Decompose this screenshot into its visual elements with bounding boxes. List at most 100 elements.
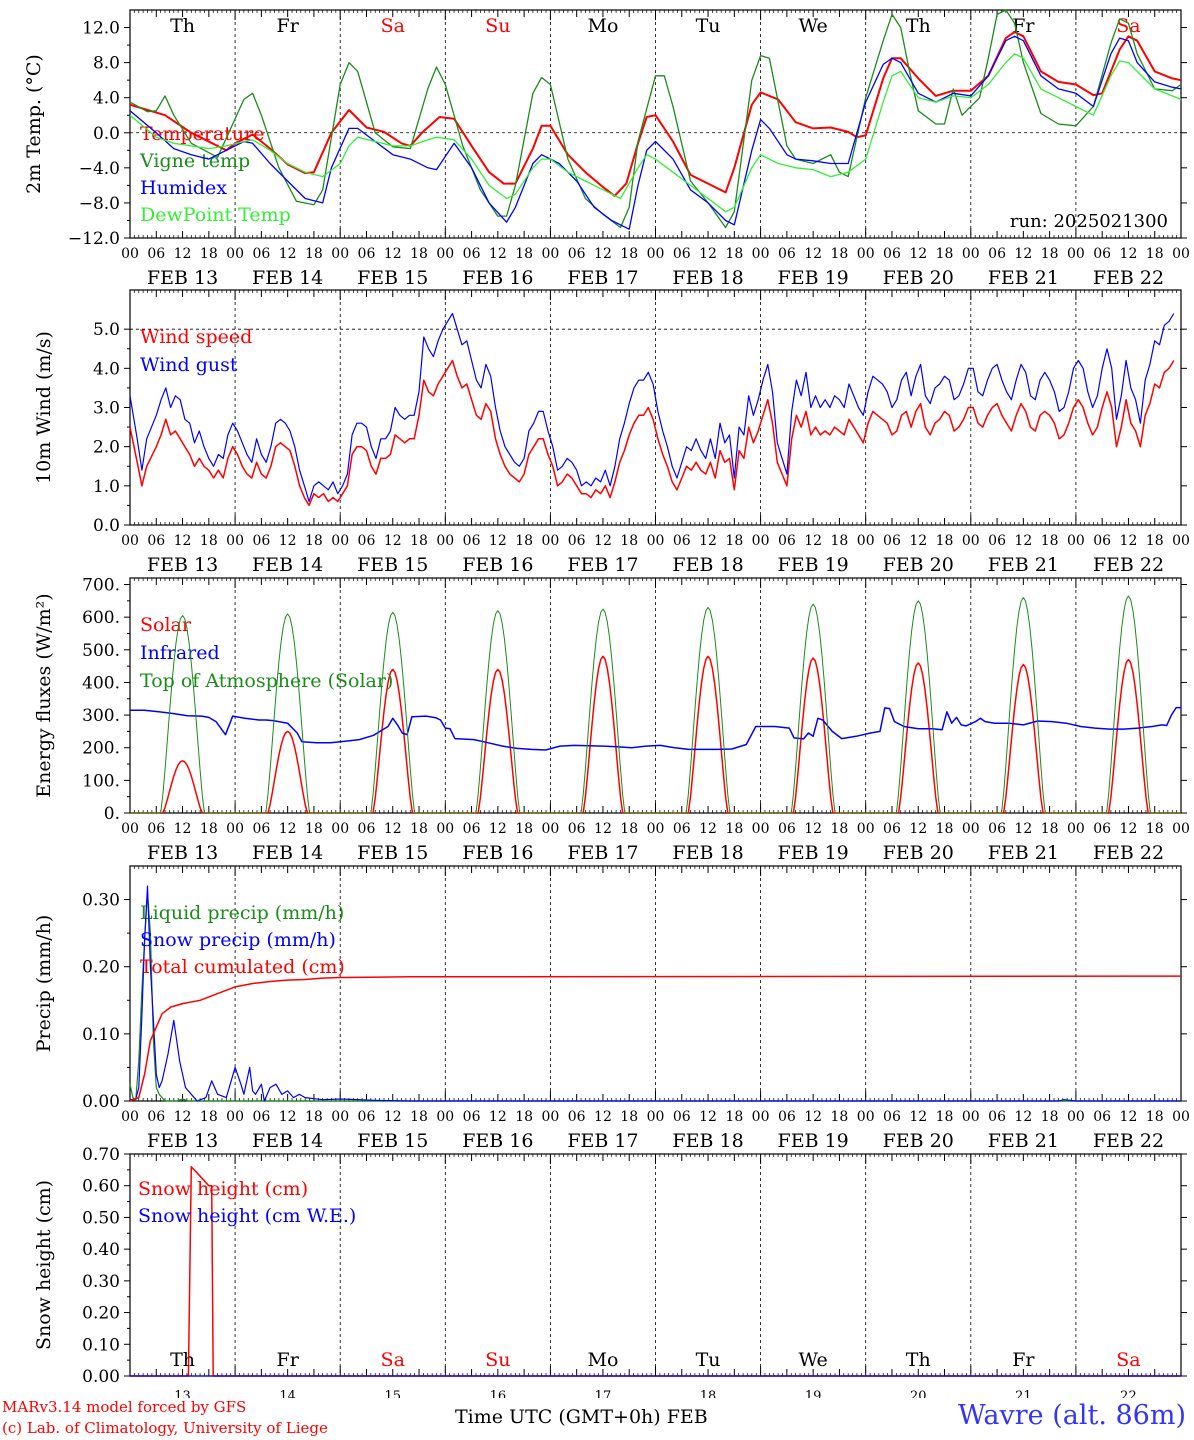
hour-label: 12	[174, 1109, 192, 1125]
day-number-label: 15	[384, 1389, 401, 1398]
hour-label: 18	[936, 1109, 954, 1125]
hour-label: 06	[778, 1109, 796, 1125]
hour-label: 00	[226, 246, 244, 262]
hour-label: 00	[1067, 1109, 1085, 1125]
hour-label: 12	[384, 1109, 402, 1125]
hour-label: 18	[936, 246, 954, 262]
hour-label: 12	[1014, 246, 1032, 262]
hour-label: 18	[515, 1109, 533, 1125]
hour-label: 00	[436, 533, 454, 549]
hour-label: 18	[410, 1109, 428, 1125]
hour-label: 12	[1120, 533, 1138, 549]
hour-label: 00	[962, 533, 980, 549]
day-number-label: 17	[595, 1389, 612, 1398]
hour-label: 06	[358, 533, 376, 549]
date-label: FEB 18	[672, 554, 743, 576]
hour-label: 18	[1041, 821, 1059, 837]
hour-label: 00	[541, 821, 559, 837]
weekday-label: We	[799, 1349, 828, 1371]
date-label: FEB 13	[147, 554, 218, 576]
hour-label: 18	[200, 821, 218, 837]
date-label: FEB 14	[252, 1130, 323, 1152]
y-tick-label: 3.0	[93, 399, 120, 419]
hour-label: 06	[988, 1109, 1006, 1125]
legend-entry: Solar	[140, 614, 192, 636]
hour-label: 12	[1014, 533, 1032, 549]
hour-label: 00	[226, 1109, 244, 1125]
y-tick-label: 0.70	[82, 1145, 120, 1165]
weekday-label: We	[799, 15, 828, 37]
weekday-label: Th	[170, 1349, 195, 1371]
hour-label: 00	[1172, 1109, 1190, 1125]
hour-label: 06	[147, 246, 165, 262]
hour-label: 18	[620, 1109, 638, 1125]
hour-label: 00	[121, 246, 139, 262]
date-label: FEB 13	[147, 1130, 218, 1152]
hour-label: 06	[147, 1109, 165, 1125]
hour-label: 00	[436, 1109, 454, 1125]
date-label: FEB 19	[778, 1130, 849, 1152]
hour-label: 06	[252, 1109, 270, 1125]
y-tick-label: 500.	[82, 641, 120, 661]
hour-label: 00	[1067, 246, 1085, 262]
date-label: FEB 21	[988, 1130, 1059, 1152]
date-label: FEB 14	[252, 554, 323, 576]
y-tick-label: 0.00	[82, 1367, 120, 1387]
hour-label: 12	[279, 1109, 297, 1125]
hour-label: 00	[752, 533, 770, 549]
date-label: FEB 16	[462, 554, 533, 576]
y-tick-label: 100.	[82, 771, 120, 791]
hour-label: 12	[174, 533, 192, 549]
weekday-label: Th	[170, 15, 195, 37]
date-label: FEB 18	[672, 267, 743, 289]
hour-label: 12	[279, 533, 297, 549]
y-tick-label: 5.0	[93, 320, 120, 340]
hour-label: 18	[200, 533, 218, 549]
hour-label: 06	[358, 246, 376, 262]
y-axis-label: Snow height (cm)	[33, 1180, 55, 1350]
y-tick-label: 0.40	[82, 1240, 120, 1260]
date-label: FEB 15	[357, 842, 428, 864]
day-number-label: 16	[490, 1389, 507, 1398]
y-tick-label: 0.10	[82, 1335, 120, 1355]
hour-label: 18	[305, 533, 323, 549]
hour-label: 06	[252, 533, 270, 549]
hour-label: 00	[226, 821, 244, 837]
weekday-label: Fr	[1012, 1349, 1035, 1371]
legend-entry: Snow precip (mm/h)	[140, 929, 336, 951]
hour-label: 18	[725, 246, 743, 262]
hour-label: 18	[725, 821, 743, 837]
hour-label: 00	[121, 821, 139, 837]
date-label: FEB 19	[778, 267, 849, 289]
hour-label: 06	[358, 821, 376, 837]
date-label: FEB 15	[357, 554, 428, 576]
hour-label: 06	[252, 246, 270, 262]
hour-label: 00	[331, 821, 349, 837]
lab-credit: (c) Lab. of Climatology, University of L…	[2, 1419, 328, 1437]
legend-entry: Total cumulated (cm)	[140, 956, 345, 978]
hour-label: 18	[305, 246, 323, 262]
hour-label: 06	[1093, 1109, 1111, 1125]
hour-label: 00	[647, 533, 665, 549]
hour-label: 18	[305, 821, 323, 837]
hour-label: 00	[1172, 246, 1190, 262]
day-number-label: 14	[279, 1389, 296, 1398]
hour-label: 12	[909, 1109, 927, 1125]
date-label: FEB 20	[883, 842, 954, 864]
hour-label: 12	[1120, 1109, 1138, 1125]
hour-label: 12	[699, 1109, 717, 1125]
hour-label: 12	[594, 1109, 612, 1125]
y-tick-label: 1.0	[93, 477, 120, 497]
hour-label: 18	[410, 246, 428, 262]
hour-label: 12	[1014, 821, 1032, 837]
weekday-label: Sa	[1116, 1349, 1140, 1371]
hour-label: 06	[463, 821, 481, 837]
hour-label: 12	[804, 533, 822, 549]
weekday-label: Fr	[277, 15, 300, 37]
series-line-vigne-temp	[129, 9, 1182, 229]
weekday-label: Tu	[696, 1349, 721, 1371]
y-tick-label: 4.0	[93, 359, 120, 379]
series-line-total-cumulated-cm-	[129, 975, 1182, 1102]
hour-label: 00	[1172, 533, 1190, 549]
hour-label: 18	[515, 821, 533, 837]
